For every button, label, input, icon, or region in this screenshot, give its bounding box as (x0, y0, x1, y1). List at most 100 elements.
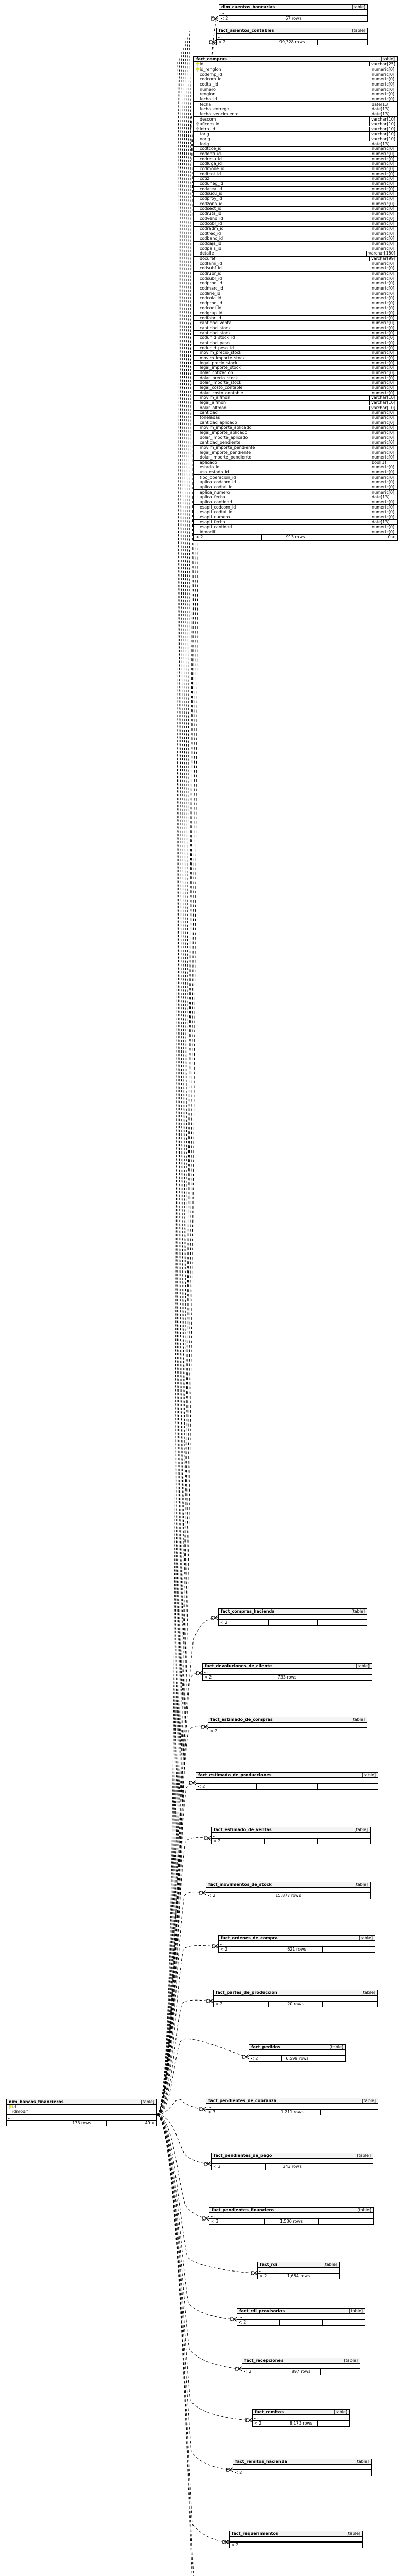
table-column-row[interactable]: dolar_importe_aplicado numeric[0] (194, 435, 397, 440)
table-column-row[interactable]: codluga_id numeric[0] (194, 162, 397, 167)
table-column-row[interactable]: cantidad_stock numeric[0] (194, 331, 397, 336)
table-header-fact_remitos[interactable]: fact_remitos [table] (253, 2410, 349, 2415)
table-column-row[interactable]: codvend_id numeric[0] (194, 216, 397, 222)
table-header-fact_pedidos[interactable]: fact_pedidos [table] (249, 2045, 345, 2050)
table-column-row[interactable]: codemp_id numeric[0] (194, 72, 397, 77)
table-column-row[interactable]: codprod_id numeric[0] (194, 281, 397, 286)
table-column-row[interactable]: codmone_id numeric[0] (194, 167, 397, 172)
table-header-fact_pendientes_financiero[interactable]: fact_pendientes_financiero [table] (209, 2208, 373, 2213)
table-column-row[interactable]: codcobr_id numeric[0] (194, 222, 397, 227)
table-header-fact_partes_de_produccion[interactable]: fact_partes_de_produccion [table] (214, 1990, 377, 1996)
table-column-row[interactable]: movim_importe_stock numeric[0] (194, 356, 397, 361)
collapsed-columns-ellipsis[interactable]: … (253, 2415, 349, 2421)
table-column-row[interactable]: codtrec_id numeric[0] (194, 231, 397, 236)
table-column-row[interactable]: codrubr_id numeric[0] (194, 272, 397, 277)
table-column-row[interactable]: cantidad_aplicado numeric[0] (194, 420, 397, 426)
table-column-row[interactable]: codsect_id numeric[0] (194, 207, 397, 212)
table-node-fact_rdi[interactable]: fact_rdi [table]… < 2 1,684 rows (257, 2262, 340, 2279)
table-column-row[interactable]: docuref varchar[99] (194, 257, 397, 262)
table-column-row[interactable]: aficom_id varchar[10] (194, 122, 397, 127)
table-node-dim_bancos_financieros[interactable]: dim_bancos_financieros [table] id idmodif… 1… (6, 2099, 157, 2127)
table-header-fact_pendientes_de_cobranza[interactable]: fact_pendientes_de_cobranza [table] (206, 2098, 378, 2104)
table-column-row[interactable]: renglon numeric[0] (194, 92, 397, 97)
table-column-row[interactable]: codruta_id numeric[0] (194, 212, 397, 217)
table-column-row[interactable]: codpais_id numeric[0] (194, 246, 397, 251)
table-column-row[interactable]: idmodif numeric[0] (194, 530, 397, 535)
table-column-row[interactable]: movim_importe_aplicado numeric[0] (194, 426, 397, 431)
table-column-row[interactable]: codfabr_id numeric[0] (194, 316, 397, 321)
table-column-row[interactable]: codresu_id numeric[0] (194, 157, 397, 162)
table-header-fact_devoluciones_de_cliente[interactable]: fact_devoluciones_de_cliente [table] (203, 1664, 372, 1669)
table-column-row[interactable]: codgrup_id numeric[0] (194, 311, 397, 316)
table-column-row[interactable]: aplica_codcom_id numeric[0] (194, 480, 397, 485)
table-node-fact_asientos_contables[interactable]: fact_asientos_contables [table]… < 2 99,328… (216, 28, 368, 45)
table-column-row[interactable]: movim_importe_pendiente numeric[0] (194, 446, 397, 451)
table-column-row[interactable]: codcaja_id numeric[0] (194, 242, 397, 247)
table-column-row[interactable]: forig date[13] (194, 142, 397, 147)
table-column-row[interactable]: codsubr_id numeric[0] (194, 276, 397, 281)
table-column-row[interactable]: aplica_codtal_id numeric[0] (194, 485, 397, 490)
collapsed-columns-ellipsis[interactable]: … (214, 1996, 377, 2002)
table-node-dim_cuentas_bancarias[interactable]: dim_cuentas_bancarias [table]… < 2 67 rows (219, 4, 368, 22)
table-column-row[interactable]: codmarc_id numeric[0] (194, 286, 397, 292)
table-node-fact_pendientes_de_pago[interactable]: fact_pendientes_de_pago [table]… < 3 343 ro… (211, 2153, 373, 2170)
table-column-row[interactable]: tipo_operacion_id numeric[0] (194, 475, 397, 481)
table-column-row[interactable]: codcodi_id numeric[0] (194, 306, 397, 311)
table-node-fact_ordenes_de_compra[interactable]: fact_ordenes_de_compra [table]… < 2 621 row… (218, 1935, 375, 1953)
table-node-fact_movimientos_de_stock[interactable]: fact_movimientos_de_stock [table]… < 2 15,8… (206, 1882, 371, 1899)
table-header-fact_compras[interactable]: fact_compras [table] (194, 57, 397, 62)
table-header-fact_estimado_de_producciones[interactable]: fact_estimado_de_producciones [table] (196, 1773, 378, 1778)
table-column-row[interactable]: numero numeric[0] (194, 87, 397, 92)
table-column-row[interactable]: norig varchar[10] (194, 137, 397, 142)
table-header-dim_cuentas_bancarias[interactable]: dim_cuentas_bancarias [table] (219, 5, 367, 10)
collapsed-columns-ellipsis[interactable]: … (212, 1833, 370, 1839)
table-column-row[interactable]: codprod_id numeric[0] (194, 301, 397, 307)
table-column-row[interactable]: id varchar[25] (194, 62, 397, 67)
table-column-row[interactable]: idmodif (7, 2110, 156, 2115)
table-column-row[interactable]: descom varchar[10] (194, 117, 397, 122)
table-header-fact_estimado_de_ventas[interactable]: fact_estimado_de_ventas [table] (212, 1827, 370, 1833)
collapsed-columns-ellipsis[interactable]: … (196, 1778, 378, 1784)
table-column-row[interactable]: cantidad_venta numeric[0] (194, 321, 397, 326)
table-column-row[interactable]: dolar_importe_pendiente numeric[0] (194, 455, 397, 461)
table-header-dim_bancos_financieros[interactable]: dim_bancos_financieros [table] (7, 2099, 156, 2105)
table-column-row[interactable]: esapli_codtal_id numeric[0] (194, 510, 397, 515)
table-node-fact_remitos_hacienda[interactable]: fact_remitos_hacienda [table]… < 2 (233, 2459, 372, 2476)
table-header-fact_pendientes_de_pago[interactable]: fact_pendientes_de_pago [table] (212, 2153, 373, 2159)
table-column-row[interactable]: cantidad_stock numeric[0] (194, 326, 397, 331)
table-column-row[interactable]: aplicado bool[1] (194, 461, 397, 466)
table-column-row[interactable]: esapli_cantidad numeric[0] (194, 525, 397, 530)
table-column-row[interactable]: cantidad_pendiente numeric[0] (194, 440, 397, 446)
table-column-row[interactable]: letra_id varchar[10] (194, 127, 397, 132)
table-node-fact_compras[interactable]: fact_compras [table] id varchar[25] id_rengl… (193, 56, 398, 541)
table-node-fact_pedidos[interactable]: fact_pedidos [table]… < 2 6,599 rows (249, 2044, 346, 2062)
table-header-fact_rdi[interactable]: fact_rdi [table] (258, 2262, 339, 2268)
table-column-row[interactable]: codfami_id numeric[0] (194, 261, 397, 266)
collapsed-columns-ellipsis[interactable]: … (230, 2537, 362, 2543)
table-column-row[interactable]: uso_estado_id numeric[0] (194, 470, 397, 476)
table-column-row[interactable]: esapli_fecha date[13] (194, 520, 397, 526)
table-node-fact_remitos[interactable]: fact_remitos [table]… < 2 8,173 rows (252, 2409, 350, 2427)
table-column-row[interactable]: movim_alfmon varchar[10] (194, 396, 397, 401)
table-column-row[interactable]: codenti_id numeric[0] (194, 152, 397, 157)
collapsed-columns-ellipsis[interactable]: … (217, 34, 367, 40)
table-column-row[interactable]: codsucu_id numeric[0] (194, 192, 397, 197)
table-column-row[interactable]: coduneg_id numeric[0] (194, 182, 397, 187)
table-node-fact_partes_de_produccion[interactable]: fact_partes_de_produccion [table]… < 2 20 r… (213, 1990, 378, 2007)
table-node-fact_pendientes_financiero[interactable]: fact_pendientes_financiero [table]… < 3 1,5… (209, 2207, 374, 2225)
table-header-fact_estimado_de_compras[interactable]: fact_estimado_de_compras [table] (208, 1717, 367, 1723)
table-column-row[interactable]: codcom_id numeric[0] (194, 77, 397, 82)
collapsed-columns-ellipsis[interactable]: … (203, 1669, 372, 1675)
table-column-row[interactable]: torig varchar[10] (194, 132, 397, 137)
table-column-row[interactable]: legal_costo_contable numeric[0] (194, 386, 397, 391)
collapsed-columns-ellipsis[interactable]: … (208, 1723, 367, 1728)
table-column-row[interactable]: aplica_numero numeric[0] (194, 490, 397, 496)
table-header-fact_recepciones[interactable]: fact_recepciones [table] (242, 2358, 360, 2364)
table-header-fact_rdi_provisorias[interactable]: fact_rdi_provisorias [table] (237, 2309, 365, 2314)
table-node-fact_rdi_provisorias[interactable]: fact_rdi_provisorias [table]… < 2 (237, 2308, 365, 2326)
table-node-fact_pendientes_de_cobranza[interactable]: fact_pendientes_de_cobranza [table]… < 3 1,… (206, 2098, 378, 2115)
table-column-row[interactable]: codtcce_id numeric[0] (194, 147, 397, 152)
table-header-fact_compras_hacienda[interactable]: fact_compras_hacienda [table] (219, 1609, 367, 1615)
table-column-row[interactable]: codproy_id numeric[0] (194, 197, 397, 202)
collapsed-columns-ellipsis[interactable]: … (219, 1615, 367, 1620)
